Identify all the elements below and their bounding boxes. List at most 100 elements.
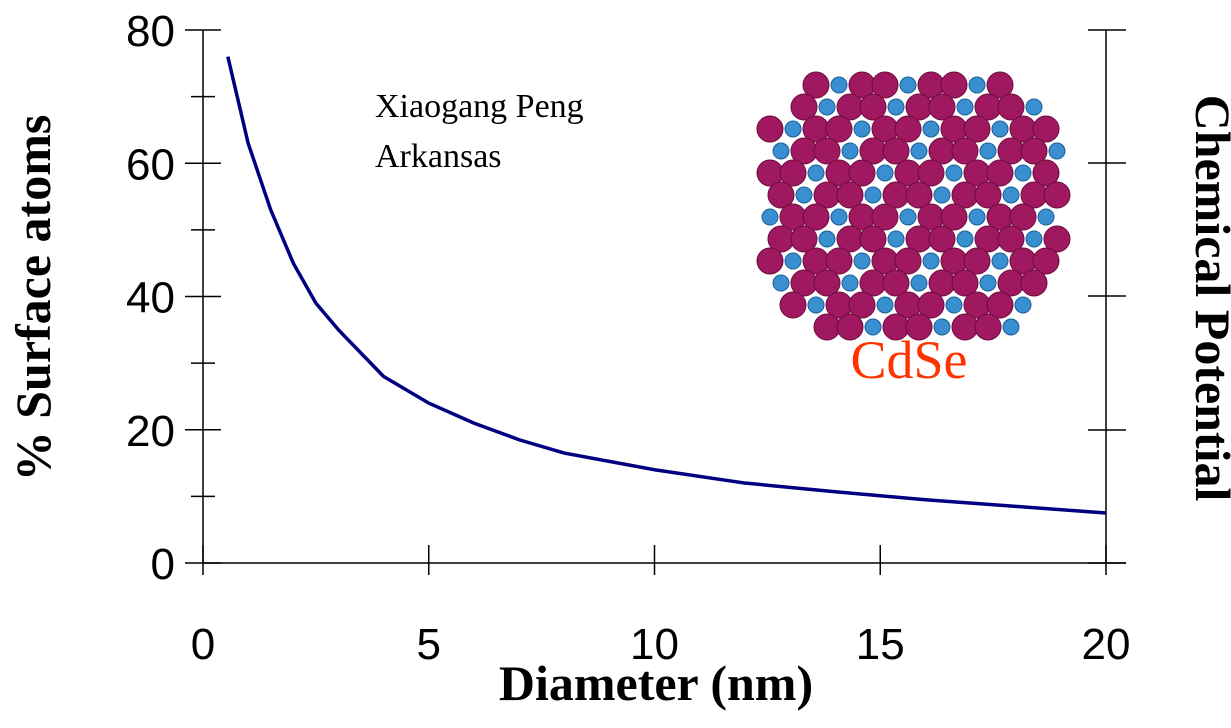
atom: [956, 98, 974, 116]
atom: [968, 76, 986, 94]
annotation: Xiaogang Peng: [375, 88, 584, 125]
atom: [917, 159, 945, 187]
atom: [1048, 142, 1066, 160]
y-tick-label: 60: [126, 140, 175, 189]
atom: [853, 252, 871, 270]
atom: [974, 181, 1002, 209]
atom: [813, 269, 841, 297]
atom: [887, 98, 905, 116]
atom: [979, 274, 997, 292]
atom: [882, 137, 910, 165]
atom: [859, 225, 887, 253]
atom: [830, 76, 848, 94]
atom: [876, 296, 894, 314]
atom: [951, 269, 979, 297]
atom: [905, 313, 933, 341]
atom: [882, 269, 910, 297]
atom: [841, 142, 859, 160]
atom: [945, 164, 963, 182]
atom: [1020, 269, 1048, 297]
x-tick-label: 0: [191, 620, 215, 669]
atom: [887, 230, 905, 248]
atom: [818, 98, 836, 116]
y-tick-label: 20: [126, 407, 175, 456]
atom: [979, 142, 997, 160]
atom: [802, 71, 830, 99]
atom: [1025, 230, 1043, 248]
atom: [761, 208, 779, 226]
atom: [1014, 164, 1032, 182]
atom: [894, 115, 922, 143]
atom: [928, 225, 956, 253]
atom: [940, 71, 968, 99]
atom: [836, 181, 864, 209]
x-axis-title: Diameter (nm): [499, 655, 813, 711]
atom: [864, 186, 882, 204]
atom: [986, 159, 1014, 187]
atom: [1009, 203, 1037, 231]
atom: [899, 76, 917, 94]
atom: [940, 203, 968, 231]
atom: [1020, 137, 1048, 165]
y-axis-title: % Surface atoms: [5, 115, 61, 482]
atom: [968, 208, 986, 226]
atom: [910, 274, 928, 292]
y-tick-label: 0: [151, 540, 175, 589]
atom: [991, 120, 1009, 138]
atom: [756, 247, 784, 275]
annotation: Arkansas: [375, 138, 502, 175]
atom: [848, 159, 876, 187]
x-tick-label: 5: [417, 620, 441, 669]
atom: [772, 142, 790, 160]
atom: [813, 137, 841, 165]
atom: [986, 291, 1014, 319]
atom: [813, 313, 841, 341]
x-tick-label: 20: [1082, 620, 1131, 669]
atom: [1032, 159, 1060, 187]
atom: [859, 93, 887, 121]
atom: [802, 203, 830, 231]
atom: [853, 120, 871, 138]
data-line: [226, 56, 1107, 515]
atom: [848, 291, 876, 319]
atom: [1032, 247, 1060, 275]
atom: [756, 115, 784, 143]
atom: [795, 186, 813, 204]
atom: [825, 115, 853, 143]
atom: [871, 71, 899, 99]
atom: [1043, 181, 1071, 209]
atom: [997, 225, 1025, 253]
atom: [956, 230, 974, 248]
atom: [825, 247, 853, 275]
atom: [767, 181, 795, 209]
right-ticks: [1088, 29, 1126, 564]
atom: [830, 208, 848, 226]
atom: [894, 247, 922, 275]
atom: [905, 181, 933, 209]
atom: [1002, 186, 1020, 204]
atom: [871, 203, 899, 231]
y-tick-label: 40: [126, 274, 175, 323]
atom: [784, 120, 802, 138]
atom: [1025, 98, 1043, 116]
atom: [784, 252, 802, 270]
atom: [841, 274, 859, 292]
atom: [807, 164, 825, 182]
atom: [899, 208, 917, 226]
atom: [991, 252, 1009, 270]
atom: [963, 247, 991, 275]
atom: [779, 159, 807, 187]
atom: [963, 115, 991, 143]
atom: [1002, 318, 1020, 336]
atom: [928, 93, 956, 121]
atom: [864, 318, 882, 336]
atom: [917, 291, 945, 319]
atom: [933, 186, 951, 204]
atom: [945, 296, 963, 314]
atom: [1043, 225, 1071, 253]
atom: [1032, 115, 1060, 143]
x-tick-label: 10: [630, 620, 679, 669]
atom: [1014, 296, 1032, 314]
atom: [772, 274, 790, 292]
